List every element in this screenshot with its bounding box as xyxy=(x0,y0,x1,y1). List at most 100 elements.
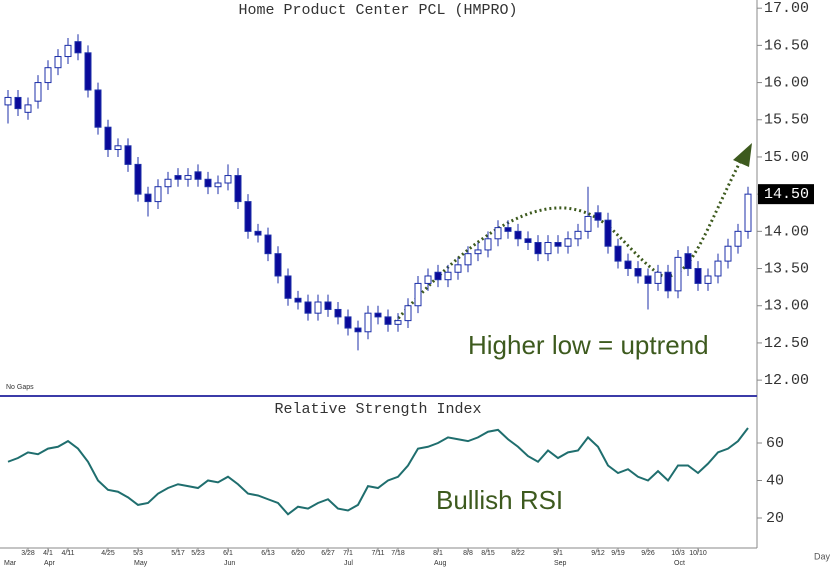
x-tick-label: 3/28 xyxy=(21,550,35,557)
candle-body xyxy=(424,275,432,284)
candle-body xyxy=(444,271,452,281)
x-tick-label: 7/11 xyxy=(371,550,384,557)
x-tick-label: 5/17 xyxy=(171,550,185,557)
candle-body xyxy=(744,193,752,232)
candle-body xyxy=(714,260,722,277)
candle-body xyxy=(54,56,62,69)
x-tick-label: 8/1 xyxy=(433,550,443,557)
candle-body xyxy=(374,312,382,318)
candle-body xyxy=(464,253,472,266)
candle-body xyxy=(154,186,162,203)
candle-body xyxy=(674,256,682,292)
y-tick-label: 16.00 xyxy=(764,75,809,92)
candle-body xyxy=(484,238,492,251)
month-label: Oct xyxy=(674,560,685,567)
last-price-label: 14.50 xyxy=(764,186,809,203)
candle-body xyxy=(44,67,52,84)
candle-body xyxy=(294,297,302,303)
candle-body xyxy=(564,238,572,247)
y-tick-label: 60 xyxy=(766,435,784,452)
arrow-head xyxy=(733,143,752,167)
candle-body xyxy=(554,242,562,247)
y-tick-label: 15.50 xyxy=(764,112,809,129)
candle-body xyxy=(364,312,372,333)
candle-body xyxy=(354,327,362,333)
y-tick-label: 20 xyxy=(766,510,784,527)
candle-body xyxy=(334,308,342,318)
candle-body xyxy=(684,253,692,270)
y-tick-label: 14.00 xyxy=(764,223,809,240)
y-tick-label: 15.00 xyxy=(764,149,809,166)
candle-body xyxy=(94,89,102,128)
month-label: Jun xyxy=(224,560,235,567)
x-tick-label: 9/12 xyxy=(591,550,605,557)
candle-body xyxy=(434,271,442,281)
chart-title: Home Product Center PCL (HMPRO) xyxy=(238,2,517,19)
candle-body xyxy=(64,44,72,58)
x-tick-label: 10/3 xyxy=(671,550,685,557)
candle-body xyxy=(304,301,312,314)
month-label: Sep xyxy=(554,560,567,567)
month-label: Mar xyxy=(4,560,17,567)
x-tick-label: 9/19 xyxy=(611,550,625,557)
y-tick-label: 13.00 xyxy=(764,298,809,315)
x-tick-label: 8/22 xyxy=(511,550,525,557)
annotation: Higher low = uptrend xyxy=(468,330,709,360)
rsi-title: Relative Strength Index xyxy=(274,401,481,418)
candle-body xyxy=(184,175,192,180)
x-tick-label: 6/1 xyxy=(223,550,233,557)
last-price-box xyxy=(758,184,814,205)
month-label: Jul xyxy=(344,560,353,567)
candle-body xyxy=(594,212,602,221)
y-tick-label: 13.50 xyxy=(764,261,809,278)
x-tick-label: 6/27 xyxy=(321,550,335,557)
candle-body xyxy=(34,82,42,102)
y-tick-label: 17.00 xyxy=(764,0,809,17)
candle-body xyxy=(734,230,742,247)
candle-body xyxy=(194,171,202,180)
candle-body xyxy=(634,268,642,277)
candle-body xyxy=(74,41,82,54)
x-tick-label: 9/1 xyxy=(553,550,563,557)
candle-body xyxy=(414,282,422,307)
x-tick-label: 10/10 xyxy=(689,550,707,557)
candle-body xyxy=(664,271,672,292)
x-tick-label: 7/18 xyxy=(391,550,405,557)
candle-body xyxy=(534,242,542,255)
candle-body xyxy=(644,275,652,284)
candle-body xyxy=(284,275,292,299)
y-tick-label: 12.50 xyxy=(764,335,809,352)
candle-body xyxy=(244,201,252,232)
candle-body xyxy=(164,178,172,188)
candle-body xyxy=(144,193,152,203)
candle-body xyxy=(624,260,632,270)
candle-body xyxy=(404,305,412,322)
candle-body xyxy=(574,230,582,240)
candle-body xyxy=(344,316,352,329)
x-axis-label: Day xyxy=(814,551,831,561)
candle-body xyxy=(234,175,242,203)
candle-body xyxy=(704,275,712,284)
candle-body xyxy=(494,227,502,240)
candle-body xyxy=(474,249,482,255)
candle-body xyxy=(114,145,122,151)
candle-body xyxy=(614,245,622,262)
candle-body xyxy=(454,264,462,273)
candle-body xyxy=(24,104,32,113)
candle-body xyxy=(384,316,392,325)
candle-body xyxy=(254,230,262,236)
candle-body xyxy=(104,126,112,151)
x-tick-label: 4/25 xyxy=(101,550,115,557)
month-label: Apr xyxy=(44,560,56,567)
candle-body xyxy=(394,320,402,325)
y-tick-label: 40 xyxy=(766,472,784,489)
y-tick-label: 12.00 xyxy=(764,372,809,389)
rsi-line xyxy=(7,427,749,516)
y-tick-label: 16.50 xyxy=(764,37,809,54)
candle-body xyxy=(544,242,552,255)
candle-body xyxy=(504,227,512,232)
month-label: May xyxy=(134,560,148,567)
x-tick-label: 4/11 xyxy=(61,550,74,557)
candle-body xyxy=(724,245,732,262)
month-label: Aug xyxy=(434,560,447,567)
